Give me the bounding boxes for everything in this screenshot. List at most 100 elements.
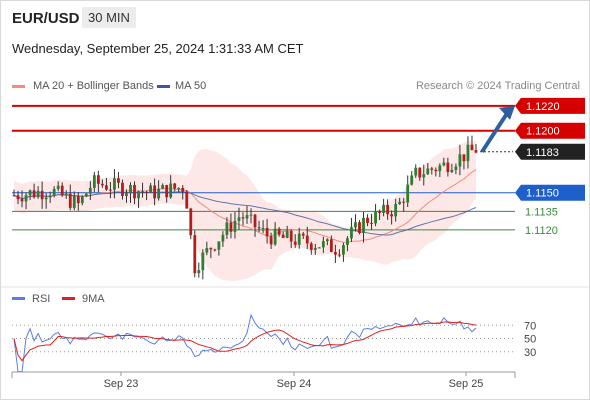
level-tag-text-1.1200: 1.1200: [526, 126, 560, 138]
candle: [241, 212, 245, 226]
candle: [394, 198, 398, 222]
candle-body: [20, 199, 24, 202]
candle-body: [309, 243, 313, 250]
candle-body: [52, 188, 56, 196]
candle-body: [28, 190, 32, 196]
level-tag-text-1.1150: 1.1150: [526, 188, 559, 200]
ma50-legend-label: MA 50: [175, 80, 207, 92]
candle: [185, 189, 189, 209]
candle-body: [217, 241, 221, 250]
candle: [277, 226, 281, 237]
candle-body: [84, 193, 88, 197]
candle-body: [269, 236, 273, 245]
candle-body: [458, 154, 462, 167]
candle-body: [394, 204, 398, 217]
x-tick-label: Sep 25: [449, 378, 484, 390]
rsi-legend-swatch: [62, 297, 75, 300]
bollinger-legend-label: MA 20 + Bollinger Bands: [33, 80, 154, 92]
level-tag-1.1220: [515, 97, 585, 114]
candle: [426, 163, 430, 175]
candle: [24, 192, 28, 210]
candle-body: [213, 249, 217, 251]
candle: [129, 182, 132, 203]
chart-datetime: Wednesday, September 25, 2024 1:31:33 AM…: [12, 41, 304, 56]
candle: [305, 226, 309, 250]
candle: [362, 211, 365, 243]
candle: [325, 238, 329, 246]
candle: [374, 203, 377, 227]
bollinger-bands: [14, 140, 476, 282]
candle: [197, 262, 201, 278]
candle-body: [161, 185, 165, 189]
rsi-ma-line: [13, 321, 477, 362]
candle: [342, 242, 345, 262]
candle: [378, 209, 381, 221]
candle: [209, 247, 213, 259]
level-tag-text-1.1220: 1.1220: [526, 101, 560, 113]
candle: [173, 182, 177, 192]
candle: [233, 211, 237, 239]
candle: [189, 207, 193, 240]
candle: [350, 217, 353, 243]
candle-body: [450, 169, 454, 173]
candle-body: [346, 238, 349, 246]
candle-body: [245, 215, 249, 219]
candle-body: [289, 230, 293, 242]
candle-body: [96, 175, 100, 184]
candle: [265, 219, 269, 244]
bollinger-legend-swatch: [12, 85, 25, 88]
candle: [313, 243, 317, 255]
candle-body: [362, 217, 365, 233]
candle: [410, 171, 414, 186]
candle: [169, 175, 173, 199]
candle: [249, 208, 253, 224]
candle: [317, 247, 321, 249]
candle-body: [273, 228, 277, 245]
candle-body: [48, 195, 52, 198]
candle: [56, 181, 60, 192]
candle: [165, 184, 169, 203]
candle: [337, 249, 341, 258]
candle: [157, 180, 161, 201]
candle: [92, 171, 96, 193]
candle-body: [149, 185, 153, 193]
copyright-text: Research © 2024 Trading Central: [415, 80, 580, 92]
candle-body: [169, 183, 173, 198]
candle: [177, 187, 181, 193]
candle-body: [366, 217, 369, 223]
timeframe-badge[interactable]: 30 MIN: [82, 7, 136, 28]
candle: [346, 236, 349, 252]
candle: [358, 220, 361, 235]
currency-pair: EUR/USD: [12, 10, 80, 27]
level-tags: 1.1220 1.1200 1.1183 1.1150 1.1135 1.1120: [515, 97, 585, 237]
candle-body: [44, 197, 48, 200]
bollinger-band-area: [14, 140, 476, 282]
candle-body: [358, 222, 361, 233]
candle-body: [181, 187, 185, 192]
candle: [133, 181, 136, 205]
candle: [390, 210, 394, 225]
forecast-arrow: [480, 105, 515, 153]
candle-body: [68, 193, 72, 208]
candle: [88, 181, 92, 201]
candle: [458, 144, 462, 176]
candle: [113, 169, 116, 199]
candle: [354, 214, 357, 232]
candle-body: [121, 182, 124, 197]
candle: [104, 177, 108, 191]
candle-body: [141, 191, 144, 193]
level-tag-1.1200: [515, 122, 585, 139]
candle-body: [297, 233, 301, 245]
candle: [237, 207, 241, 230]
candle-body: [406, 184, 410, 203]
candle-body: [225, 222, 229, 235]
candle-body: [253, 214, 257, 228]
candle-body: [378, 210, 381, 213]
candle-body: [374, 210, 377, 224]
candle-body: [76, 196, 80, 204]
candle-body: [60, 185, 64, 196]
candle: [161, 183, 165, 190]
candle: [329, 235, 333, 253]
arrow-shaft: [480, 110, 510, 153]
candle: [64, 190, 68, 199]
